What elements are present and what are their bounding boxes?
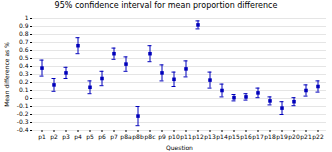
svg-text:0.7: 0.7	[19, 38, 29, 45]
svg-text:p12: p12	[192, 133, 204, 141]
svg-text:p8c: p8c	[145, 133, 156, 141]
svg-text:p15: p15	[228, 133, 240, 141]
svg-text:0.1: 0.1	[19, 86, 29, 93]
svg-text:p10: p10	[168, 133, 180, 141]
svg-text:p21: p21	[300, 133, 312, 141]
svg-text:p7: p7	[110, 133, 118, 141]
svg-text:p11: p11	[180, 133, 192, 141]
svg-text:p4: p4	[74, 133, 82, 141]
svg-text:p1: p1	[38, 133, 46, 141]
svg-text:p19: p19	[276, 133, 288, 141]
svg-text:p14: p14	[216, 133, 228, 141]
svg-text:1: 1	[25, 14, 29, 21]
svg-text:-0.3: -0.3	[17, 118, 29, 125]
svg-text:p3: p3	[62, 133, 70, 141]
svg-text:0.8: 0.8	[19, 30, 29, 37]
svg-text:p20: p20	[288, 133, 300, 141]
svg-text:p9: p9	[158, 133, 166, 141]
html-text:95% confidence interval for me: 95% confidence interval for mean proport…	[54, 1, 278, 10]
svg-text:p22: p22	[312, 133, 324, 141]
svg-text:Mean difference as %: Mean difference as %	[3, 42, 10, 107]
svg-text:p8a: p8a	[120, 133, 132, 141]
svg-text:0: 0	[25, 94, 29, 101]
svg-text:p18: p18	[264, 133, 276, 141]
svg-text:Question: Question	[166, 144, 193, 151]
svg-text:p8b: p8b	[132, 133, 144, 141]
svg-text:p6: p6	[98, 133, 106, 141]
svg-text:p2: p2	[50, 133, 58, 141]
svg-text:0.9: 0.9	[19, 22, 29, 29]
svg-text:p13: p13	[204, 133, 216, 141]
svg-text:0.3: 0.3	[19, 70, 29, 77]
svg-text:-0.1: -0.1	[17, 102, 29, 109]
svg-text:0.6: 0.6	[19, 46, 29, 53]
svg-text:p17: p17	[252, 133, 264, 141]
svg-text:0.4: 0.4	[19, 62, 29, 69]
svg-text:-0.4: -0.4	[17, 126, 29, 133]
svg-text:0.2: 0.2	[19, 78, 29, 85]
svg-text:p5: p5	[86, 133, 94, 141]
svg-text:p16: p16	[240, 133, 252, 141]
svg-text:0.5: 0.5	[19, 54, 29, 61]
svg-text:-0.2: -0.2	[17, 110, 29, 117]
